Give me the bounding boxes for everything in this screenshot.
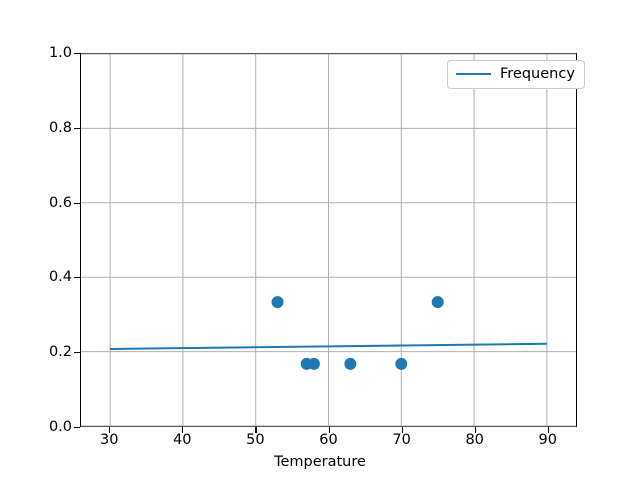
x-tick-label: 80 bbox=[465, 432, 484, 448]
y-tick-label: 0.8 bbox=[48, 119, 72, 136]
x-tick-label: 90 bbox=[538, 432, 557, 448]
scatter-point bbox=[307, 357, 320, 370]
scatter-point bbox=[431, 296, 444, 309]
y-tick-mark bbox=[74, 352, 80, 354]
y-tick-mark bbox=[74, 202, 80, 204]
data-layer bbox=[110, 296, 547, 370]
scatter-point bbox=[395, 357, 408, 370]
x-tick-mark bbox=[109, 427, 111, 433]
x-tick-label: 60 bbox=[319, 432, 338, 448]
grid-lines bbox=[81, 53, 576, 427]
x-tick-mark bbox=[255, 427, 257, 433]
line-series-frequency bbox=[110, 342, 547, 350]
scatter-point bbox=[344, 357, 357, 370]
y-tick-label: 0.4 bbox=[48, 269, 72, 286]
legend-line-icon bbox=[456, 73, 491, 76]
x-tick-mark bbox=[547, 427, 549, 433]
x-axis-tick-labels: 30 40 50 60 70 80 90 bbox=[0, 433, 640, 455]
y-tick-mark bbox=[74, 277, 80, 279]
legend-entry-label: Frequency bbox=[500, 66, 575, 82]
y-tick-mark bbox=[74, 53, 80, 55]
x-tick-mark bbox=[328, 427, 330, 433]
x-tick-mark bbox=[401, 427, 403, 433]
x-axis-label: Temperature bbox=[274, 454, 366, 470]
x-tick-mark bbox=[182, 427, 184, 433]
y-tick-mark bbox=[74, 127, 80, 129]
plot-area bbox=[80, 53, 577, 427]
legend[interactable]: Frequency bbox=[447, 60, 585, 89]
x-tick-label: 50 bbox=[246, 432, 265, 448]
y-tick-label: 0.2 bbox=[48, 343, 72, 360]
y-tick-mark bbox=[74, 427, 80, 429]
x-tick-label: 70 bbox=[392, 432, 411, 448]
y-tick-label: 0.0 bbox=[48, 418, 72, 435]
y-tick-label: 1.0 bbox=[48, 44, 72, 61]
y-axis-tick-labels: 0.0 0.2 0.4 0.6 0.8 1.0 bbox=[0, 0, 72, 480]
x-tick-label: 40 bbox=[173, 432, 192, 448]
x-tick-mark bbox=[474, 427, 476, 433]
x-tick-label: 30 bbox=[100, 432, 119, 448]
scatter-point bbox=[271, 296, 284, 309]
y-tick-label: 0.6 bbox=[48, 194, 72, 211]
